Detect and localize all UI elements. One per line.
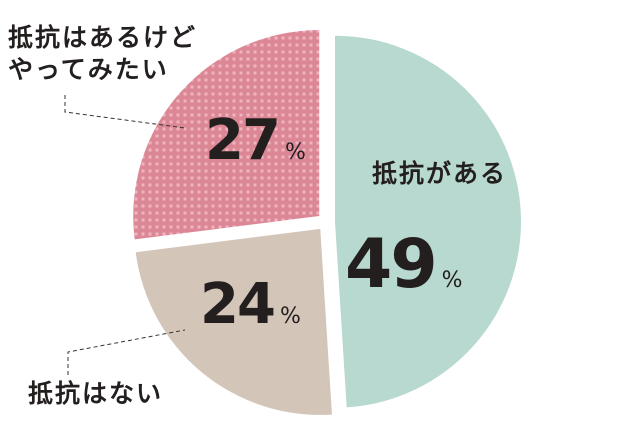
value-label-49: 49%	[345, 225, 463, 304]
value-24: 24	[200, 272, 276, 337]
value-label-24: 24%	[200, 272, 301, 337]
leader-line-27	[64, 95, 186, 129]
leader-line-24	[67, 329, 186, 375]
label-interested: 抵抗はあるけど やってみたい	[8, 22, 197, 86]
unit: %	[441, 268, 463, 293]
slice-no-resistance	[135, 228, 332, 415]
unit: %	[284, 140, 306, 165]
slice-resistant	[334, 35, 521, 408]
label-line-1: 抵抗はあるけど	[8, 23, 198, 52]
label-no-resistance: 抵抗はない	[28, 379, 164, 408]
value-27: 27	[205, 108, 281, 173]
unit: %	[279, 304, 301, 329]
slice-interested	[133, 30, 320, 240]
value-49: 49	[345, 225, 438, 304]
value-label-27: 27%	[205, 108, 306, 173]
label-resistant: 抵抗がある	[372, 159, 508, 188]
label-line-2: やってみたい	[8, 55, 169, 84]
